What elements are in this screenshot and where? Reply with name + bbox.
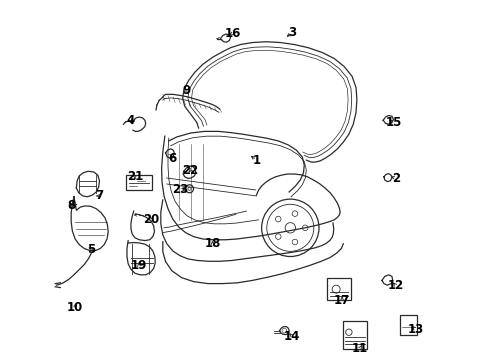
Text: 22: 22 xyxy=(182,163,199,176)
Text: 19: 19 xyxy=(130,259,147,272)
Text: 8: 8 xyxy=(67,199,75,212)
Text: 23: 23 xyxy=(172,184,188,197)
Text: 11: 11 xyxy=(351,342,367,355)
Text: 7: 7 xyxy=(95,189,103,202)
Text: 21: 21 xyxy=(126,170,143,183)
Text: 5: 5 xyxy=(87,243,95,256)
Text: 9: 9 xyxy=(182,84,190,97)
Text: 13: 13 xyxy=(407,323,423,336)
Text: 1: 1 xyxy=(252,154,260,167)
Text: 12: 12 xyxy=(387,279,403,292)
Text: 14: 14 xyxy=(284,330,300,343)
Text: 16: 16 xyxy=(224,27,240,40)
Text: 4: 4 xyxy=(126,114,135,127)
Text: 17: 17 xyxy=(333,294,349,307)
Text: 15: 15 xyxy=(385,116,401,129)
Text: 2: 2 xyxy=(391,171,399,185)
Text: 10: 10 xyxy=(67,301,83,314)
Text: 6: 6 xyxy=(168,152,177,165)
Text: 18: 18 xyxy=(204,237,221,250)
Text: 3: 3 xyxy=(287,26,296,39)
Text: 20: 20 xyxy=(142,213,159,226)
